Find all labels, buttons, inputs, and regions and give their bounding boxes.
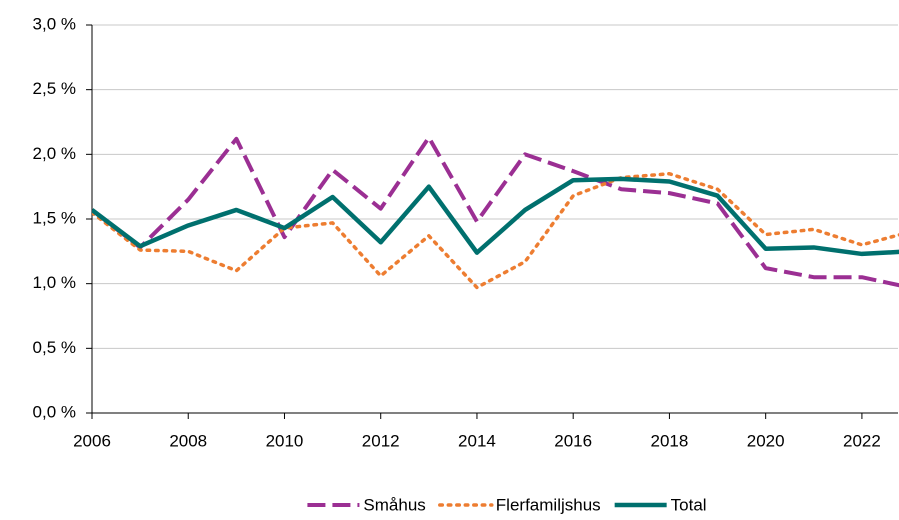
labels: 0,0 % 0,5 % 1,0 % 1,5 % 2,0 % 2,5 % 3,0 % 2006 2…: [33, 14, 881, 450]
series-line: [92, 135, 899, 288]
x-tick-label: 2010: [266, 431, 304, 450]
grid: [92, 24, 898, 349]
x-tick-label: 2008: [169, 431, 207, 450]
legend-label: Total: [671, 495, 707, 514]
y-tick-label: 1,5 %: [33, 208, 76, 227]
legend-label: Småhus: [363, 495, 425, 514]
x-tick-label: 2020: [747, 431, 785, 450]
x-tick-label: 2022: [843, 431, 881, 450]
y-tick-label: 0,0 %: [33, 402, 76, 421]
legend-item: Flerfamiljshus: [438, 495, 601, 514]
y-tick-label: 2,0 %: [33, 144, 76, 163]
lines: [92, 135, 899, 290]
x-tick-label: 2018: [651, 431, 689, 450]
series-line: [92, 176, 899, 257]
x-tick-label: 2016: [554, 431, 592, 450]
legend: Småhus Flerfamiljshus Total: [307, 495, 707, 514]
y-tick-label: 0,5 %: [33, 338, 76, 357]
x-tick-label: 2006: [73, 431, 111, 450]
series-line: [92, 171, 899, 290]
x-tick-label: 2014: [458, 431, 496, 450]
y-tick-label: 3,0 %: [33, 14, 76, 33]
axes: [86, 24, 898, 419]
legend-item: Total: [614, 495, 707, 514]
legend-label: Flerfamiljshus: [496, 495, 601, 514]
y-tick-label: 1,0 %: [33, 273, 76, 292]
legend-item: Småhus: [307, 495, 426, 514]
x-tick-label: 2012: [362, 431, 400, 450]
y-tick-label: 2,5 %: [33, 79, 76, 98]
